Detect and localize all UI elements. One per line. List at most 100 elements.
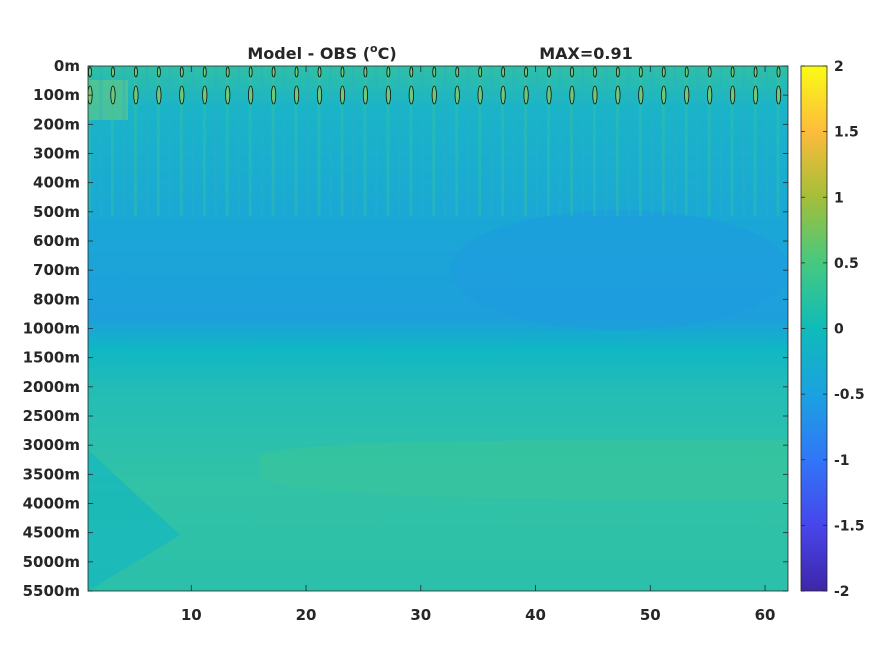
surface-streak bbox=[765, 66, 769, 216]
y-tick-label: 5500m bbox=[23, 582, 80, 600]
deep-cool-wedge bbox=[88, 450, 180, 591]
contour-ring bbox=[615, 85, 621, 105]
y-tick-label: 400m bbox=[33, 174, 80, 192]
surface-streak bbox=[340, 66, 344, 216]
contour-ring bbox=[179, 66, 184, 78]
y-tick-label: 5000m bbox=[23, 553, 80, 571]
contour-ring bbox=[156, 85, 162, 105]
contour-ring bbox=[202, 66, 207, 78]
y-tick-label: 300m bbox=[33, 145, 80, 163]
y-tick-label: 2500m bbox=[23, 407, 80, 425]
y-tick-label: 1500m bbox=[23, 349, 80, 367]
contour-ring bbox=[638, 85, 644, 105]
contour-ring bbox=[134, 66, 138, 78]
colorbar-gradient bbox=[800, 65, 828, 592]
surface-streak bbox=[110, 66, 114, 216]
contour-ring bbox=[202, 85, 208, 105]
surface-streak bbox=[638, 66, 642, 216]
y-tick-label: 100m bbox=[33, 86, 80, 104]
contour-ring bbox=[569, 85, 575, 105]
contour-ring bbox=[385, 85, 391, 105]
contour-ring bbox=[500, 85, 506, 105]
contour-ring bbox=[546, 85, 552, 105]
surface-streak bbox=[191, 66, 195, 216]
surface-streak bbox=[696, 66, 700, 216]
surface-streak bbox=[512, 66, 516, 216]
colorbar: 2 1.5 1 0.5 0 -0.5 -1 -1.5 -2 bbox=[800, 59, 865, 600]
surface-streak bbox=[409, 66, 413, 216]
contour-ring bbox=[547, 66, 551, 78]
contour-ring bbox=[684, 66, 689, 78]
contour-ring bbox=[248, 66, 253, 78]
surface-streak bbox=[776, 66, 780, 216]
contour-ring bbox=[523, 85, 529, 105]
colorbar-tick-label: -2 bbox=[834, 584, 850, 600]
surface-streak bbox=[306, 66, 310, 216]
contour-ring bbox=[730, 66, 735, 78]
surface-streak bbox=[719, 66, 723, 216]
x-tick-label: 50 bbox=[640, 606, 661, 624]
surface-streak bbox=[168, 66, 172, 216]
y-tick-label: 600m bbox=[33, 232, 80, 250]
contour-ring bbox=[455, 66, 460, 78]
contour-ring bbox=[478, 66, 483, 78]
surface-streak bbox=[283, 66, 287, 216]
surface-streak bbox=[581, 66, 585, 216]
y-tick-label: 4000m bbox=[23, 495, 80, 513]
contour-ring bbox=[501, 66, 506, 78]
surface-streak bbox=[88, 66, 91, 216]
x-tick-label: 40 bbox=[525, 606, 546, 624]
contour-ring bbox=[454, 85, 460, 105]
contour-ring bbox=[432, 66, 437, 78]
surface-streak bbox=[145, 66, 149, 216]
contour-ring bbox=[293, 85, 300, 105]
surface-streak bbox=[260, 66, 264, 216]
colorbar-tick-label: 1.5 bbox=[834, 125, 859, 141]
contour-ring bbox=[88, 66, 92, 78]
surface-streak bbox=[237, 66, 241, 216]
surface-streak bbox=[730, 66, 734, 216]
surface-streak bbox=[592, 66, 596, 216]
contour-ring bbox=[730, 85, 736, 105]
surface-streak bbox=[397, 66, 401, 216]
contour-ring bbox=[179, 85, 185, 105]
contour-ring bbox=[752, 85, 759, 105]
surface-streak bbox=[615, 66, 619, 216]
x-tick-label: 10 bbox=[181, 606, 202, 624]
contour-ring bbox=[111, 66, 115, 78]
y-tick-label: 800m bbox=[33, 290, 80, 308]
contour-ring bbox=[477, 85, 483, 105]
y-tick-label: 3000m bbox=[23, 436, 80, 454]
surface-streak bbox=[707, 66, 711, 216]
contour-ring bbox=[340, 66, 345, 78]
surface-streak bbox=[524, 66, 528, 216]
contour-ring bbox=[156, 66, 161, 78]
surface-streak bbox=[133, 66, 137, 216]
contour-ring bbox=[592, 85, 598, 105]
surface-streak bbox=[202, 66, 206, 216]
x-tick-label: 60 bbox=[755, 606, 776, 624]
contour-ring bbox=[593, 66, 597, 78]
colorbar-tick-label: 2 bbox=[834, 59, 844, 75]
surface-streak bbox=[317, 66, 321, 216]
contour-ring bbox=[638, 66, 643, 78]
contour-ring bbox=[248, 85, 254, 105]
surface-streak bbox=[156, 66, 160, 216]
contour-ring bbox=[225, 85, 231, 105]
y-tick-label: 2000m bbox=[23, 378, 80, 396]
colorbar-tick-label: 0 bbox=[834, 322, 844, 338]
y-tick-label: 200m bbox=[33, 115, 80, 133]
contour-ring bbox=[133, 85, 139, 105]
surface-streak bbox=[684, 66, 688, 216]
surface-streak bbox=[547, 66, 551, 216]
contour-ring bbox=[110, 85, 116, 105]
contour-ring bbox=[707, 85, 713, 105]
surface-streak bbox=[271, 66, 275, 216]
surface-streak bbox=[466, 66, 470, 216]
contour-ring bbox=[775, 85, 782, 105]
surface-streak bbox=[604, 66, 608, 216]
contour-ring bbox=[317, 66, 322, 78]
colorbar-tick-label: -1 bbox=[834, 453, 850, 469]
surface-streak bbox=[673, 66, 677, 216]
